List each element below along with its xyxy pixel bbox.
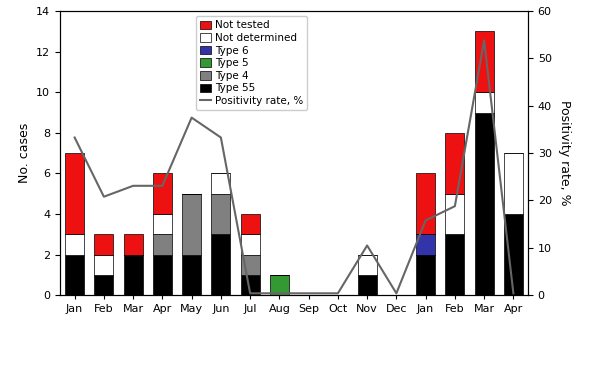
Bar — [94, 234, 113, 255]
Bar — [124, 255, 143, 295]
Bar — [504, 214, 523, 295]
Bar — [416, 173, 435, 234]
Legend: Not tested, Not determined, Type 6, Type 5, Type 4, Type 55, Positivity rate, %: Not tested, Not determined, Type 6, Type… — [196, 16, 307, 110]
Bar — [211, 194, 230, 234]
Bar — [445, 234, 464, 295]
Bar — [211, 173, 230, 194]
Bar — [153, 173, 172, 214]
Bar — [65, 255, 84, 295]
Bar — [65, 153, 84, 234]
Y-axis label: No. cases: No. cases — [17, 123, 31, 183]
Bar — [358, 275, 377, 295]
Bar — [475, 92, 494, 113]
Bar — [445, 133, 464, 194]
Y-axis label: Positivity rate, %: Positivity rate, % — [558, 100, 571, 206]
Bar — [445, 194, 464, 234]
Bar — [358, 255, 377, 275]
Bar — [153, 214, 172, 234]
Bar — [241, 275, 260, 295]
Bar — [94, 275, 113, 295]
Bar — [475, 113, 494, 295]
Bar — [153, 234, 172, 255]
Bar — [241, 214, 260, 234]
Bar — [241, 234, 260, 255]
Bar — [182, 255, 201, 295]
Bar — [270, 275, 289, 295]
Bar — [416, 234, 435, 255]
Bar — [65, 234, 84, 255]
Bar — [94, 255, 113, 275]
Bar — [416, 255, 435, 295]
Bar — [241, 255, 260, 275]
Bar — [124, 234, 143, 255]
Bar — [182, 194, 201, 255]
Bar — [504, 153, 523, 214]
Bar — [153, 255, 172, 295]
Bar — [211, 234, 230, 295]
Bar — [475, 31, 494, 92]
